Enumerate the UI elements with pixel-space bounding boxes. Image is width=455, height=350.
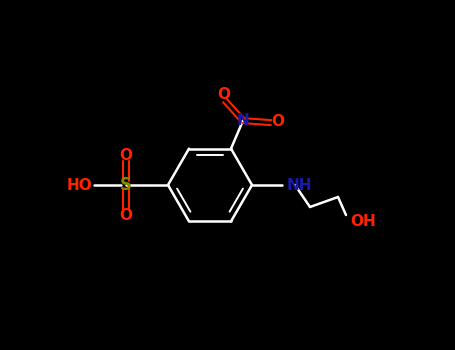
Text: O: O [272,114,284,129]
Text: S: S [120,176,132,194]
Text: O: O [217,87,231,102]
Text: O: O [120,147,132,162]
Text: OH: OH [350,215,376,230]
Text: O: O [120,208,132,223]
Text: HO: HO [66,177,92,192]
Text: N: N [237,113,249,128]
Text: NH: NH [287,177,313,192]
